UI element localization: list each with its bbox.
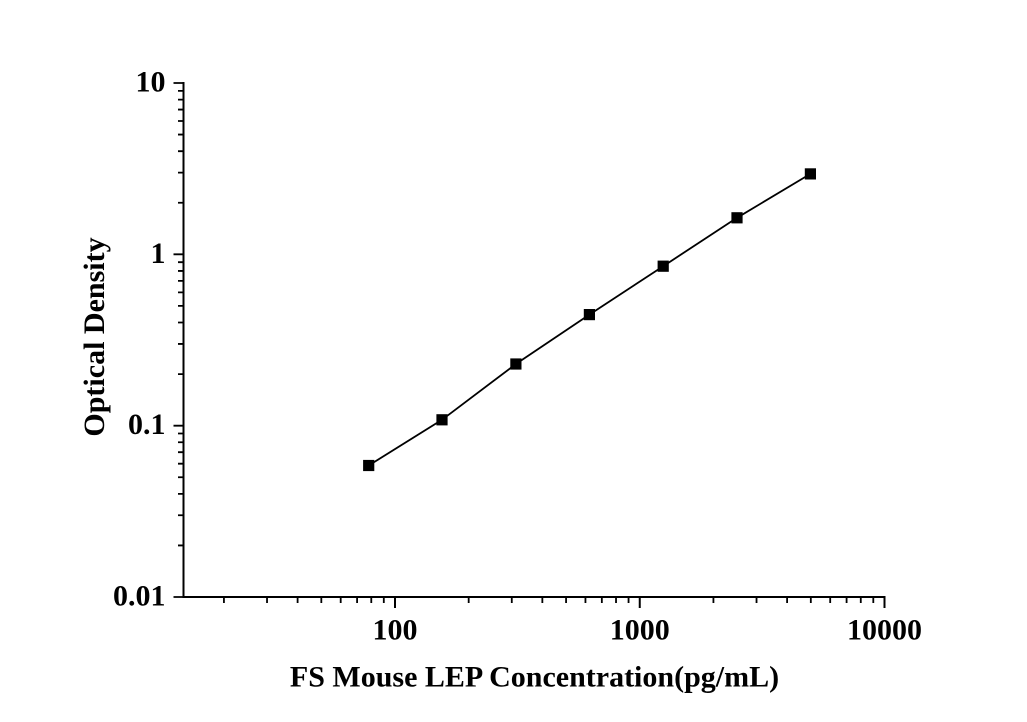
svg-text:1: 1: [151, 237, 166, 270]
svg-text:0.01: 0.01: [113, 580, 166, 613]
svg-text:10: 10: [136, 66, 166, 99]
svg-text:FS Mouse LEP Concentration(pg/: FS Mouse LEP Concentration(pg/mL): [290, 661, 779, 694]
svg-text:0.1: 0.1: [128, 408, 166, 441]
svg-text:10000: 10000: [847, 614, 922, 647]
svg-text:100: 100: [373, 614, 418, 647]
svg-text:1000: 1000: [610, 614, 670, 647]
svg-text:Optical Density: Optical Density: [78, 237, 111, 436]
